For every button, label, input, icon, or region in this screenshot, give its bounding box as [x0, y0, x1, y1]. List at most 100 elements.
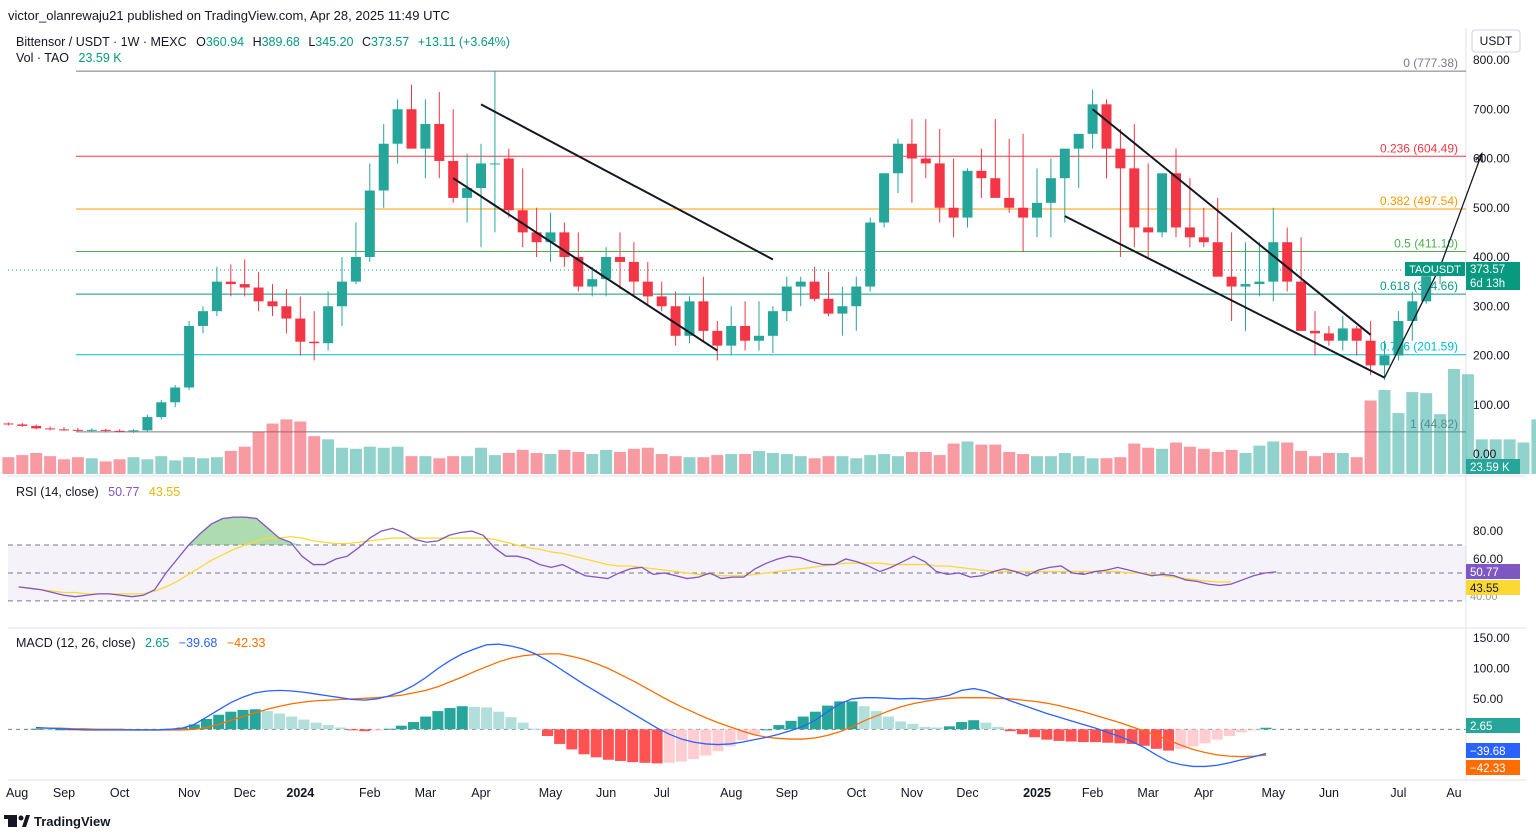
price-tick-label: 600.00 — [1473, 152, 1510, 166]
macd-histogram-bar — [1065, 729, 1077, 742]
volume-bar — [516, 449, 529, 474]
macd-histogram-bar — [554, 729, 566, 744]
macd-histogram-bar — [1150, 729, 1162, 749]
rsi-value: 50.77 — [108, 485, 139, 499]
rsi-tick-label: 80.00 — [1473, 524, 1503, 538]
footer-brand[interactable]: TradingView — [4, 814, 111, 829]
candle-body — [615, 257, 625, 262]
volume-bar — [1183, 446, 1196, 474]
candle-body — [754, 335, 764, 341]
macd-histogram-bar — [773, 725, 785, 730]
candle-body — [684, 301, 695, 336]
trendline[interactable] — [480, 103, 774, 261]
time-tick-label: Jul — [654, 786, 670, 800]
macd-badges: 2.65 −39.68 −42.33 — [1466, 718, 1520, 775]
trendlines[interactable] — [452, 103, 1483, 379]
macd-histogram-bar — [517, 722, 529, 730]
candle-body — [1365, 340, 1376, 366]
macd-histogram-bar — [334, 727, 346, 730]
candle-body — [1018, 207, 1029, 218]
price-axis[interactable]: 800.00 700.00 600.00 500.00 400.00 300.00 200.… — [1473, 53, 1510, 461]
candle-body — [1268, 242, 1279, 282]
time-tick-label: Mar — [1137, 786, 1159, 800]
time-tick-label: Feb — [359, 786, 381, 800]
macd-histogram-bar — [615, 729, 627, 761]
candle-body — [767, 311, 778, 336]
rsi-legend[interactable]: RSI (14, close) 50.77 43.55 — [16, 485, 180, 499]
candle-body — [1254, 281, 1265, 285]
volume-bar — [1044, 456, 1057, 474]
volume-bar — [141, 459, 154, 474]
volume-bar — [1461, 374, 1474, 474]
candle-body — [211, 281, 222, 312]
currency-button[interactable]: USDT — [1471, 29, 1521, 53]
macd-value: −39.68 — [179, 636, 218, 650]
time-axis[interactable]: Aug Sep Oct Nov Dec 2024 Feb Mar Apr May Jun Jul Aug… — [6, 786, 1462, 800]
trendline[interactable] — [1064, 215, 1385, 379]
volume-bar — [586, 454, 599, 474]
candle-body — [503, 158, 514, 211]
volume-bar — [1406, 392, 1419, 474]
macd-histogram-bar — [310, 722, 322, 730]
macd-histogram-bar — [1090, 729, 1102, 743]
candle-body — [879, 173, 890, 223]
candle-body — [809, 281, 820, 299]
volume-bar — [85, 458, 98, 474]
fibonacci-retracement[interactable]: 0 (777.38) 0.236 (604.49) 0.382 (497.54) 0.… — [8, 56, 1466, 433]
candle-body — [587, 279, 598, 287]
symbol-legend[interactable]: Bittensor / USDT · 1W · MEXC O360.94 H38… — [16, 35, 510, 49]
candle-body — [420, 124, 431, 149]
volume-bar — [461, 456, 474, 474]
volume-bar — [878, 454, 891, 474]
candle-body — [225, 281, 236, 285]
volume-bar — [1378, 390, 1391, 474]
macd-histogram-bar — [347, 729, 359, 731]
volume-bar — [1017, 454, 1030, 474]
macd-histogram-bar — [992, 726, 1004, 730]
candle-body — [156, 402, 167, 418]
volume-badge-value: 23.59 K — [1470, 462, 1510, 474]
price-tick-label: 500.00 — [1473, 201, 1510, 215]
candle-body — [86, 429, 97, 431]
rsi-badges: 50.77 43.55 — [1466, 564, 1520, 595]
macd-histogram-bar — [858, 706, 870, 730]
volume-bar — [2, 457, 15, 474]
macd-histogram-bar — [1053, 729, 1065, 741]
macd-histogram-bar — [249, 709, 261, 730]
macd-histogram-bar — [42, 729, 54, 731]
candle-body — [865, 222, 876, 287]
macd-histogram-bar — [213, 714, 225, 730]
volume-legend[interactable]: Vol · TAO 23.59 K — [16, 51, 122, 65]
volume-bar — [169, 460, 182, 474]
svg-text:RSI (14, close) 50.77: RSI (14, close) 50.77 43.55 — [16, 485, 180, 499]
macd-histogram-bar — [541, 729, 553, 737]
macd-legend[interactable]: MACD (12, 26, close) 2.65 −39.68 −42.33 — [16, 636, 266, 650]
volume-bar — [405, 456, 418, 474]
volume-bar — [836, 456, 849, 474]
volume-bar — [753, 450, 765, 474]
volume-bar — [1350, 457, 1363, 474]
trendline[interactable] — [452, 177, 718, 352]
macd-tick-label: 100.00 — [1473, 662, 1510, 676]
volume-bar — [961, 441, 974, 474]
macd-histogram-bar — [1029, 729, 1041, 738]
candle-body — [837, 306, 848, 314]
candle-body — [1157, 173, 1168, 233]
trendline[interactable] — [1091, 108, 1372, 336]
low-value: 345.20 — [315, 35, 353, 49]
volume-bar — [238, 446, 251, 474]
macd-histogram-bar — [1187, 729, 1199, 747]
candle-body — [1004, 197, 1015, 208]
candle-body — [1073, 133, 1084, 149]
volume-bar — [252, 432, 265, 474]
macd-histogram-bar — [371, 729, 383, 731]
volume-bar — [989, 444, 1002, 474]
candle-body — [128, 430, 139, 432]
candle-body — [114, 430, 125, 432]
volume-bar — [1211, 451, 1224, 474]
price-tick-label: 200.00 — [1473, 349, 1510, 363]
volume-bar — [794, 456, 807, 474]
macd-signal-value: −42.33 — [227, 636, 266, 650]
volume-bar — [975, 444, 988, 474]
macd-histogram-bar — [882, 716, 894, 730]
